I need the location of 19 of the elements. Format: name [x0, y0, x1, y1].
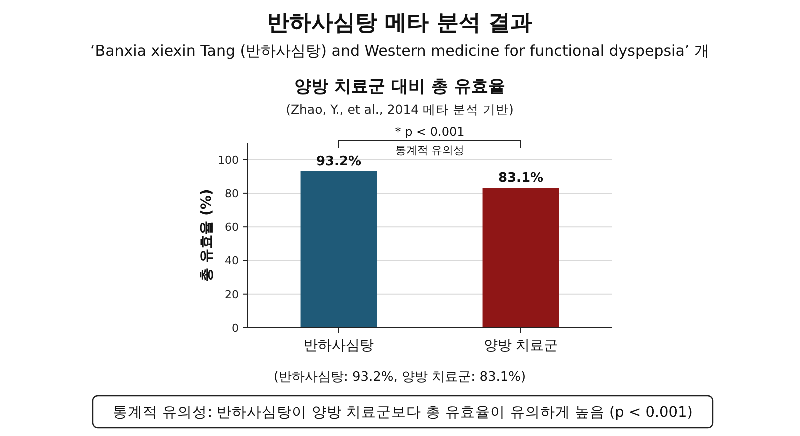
text: (Zhao, Y., et al., 2014 메타 분석 기반): [286, 102, 514, 117]
y-tick-label: 100: [218, 154, 239, 167]
x-tick-label: 반하사심탕: [304, 338, 374, 354]
y-tick-label: 80: [225, 187, 239, 200]
y-tick-label: 0: [232, 322, 239, 335]
data-label: 83.1%: [498, 171, 544, 186]
text: 양방 치료군 대비 총 유효율: [294, 77, 506, 97]
y-axis-title: 총 유효율 (%): [199, 189, 215, 282]
annotation: 통계적 유의성: [395, 144, 465, 157]
chart-subtitle: ‘Banxia xiexin Tang (반하사심탕) and Western medicine for functional dyspepsia’ 개: [90, 42, 710, 60]
y-tick-label: 40: [225, 254, 239, 268]
text: 통계적 유의성: 반하사심탕이 양방 치료군보다 총 유효율이 유의하게 높음 (p < 0.001): [113, 405, 693, 421]
text: (반하사심탕: 93.2%, 양방 치료군: 83.1%): [274, 370, 526, 385]
y-tick-label: 60: [225, 221, 239, 234]
chart-title: 반하사심탕 메타 분석 결과: [268, 11, 532, 36]
y-tick-label: 20: [225, 288, 239, 302]
text: * p < 0.001: [395, 125, 465, 139]
x-tick-label: 양방 치료군: [484, 338, 558, 354]
data-label: 93.2%: [316, 154, 362, 170]
